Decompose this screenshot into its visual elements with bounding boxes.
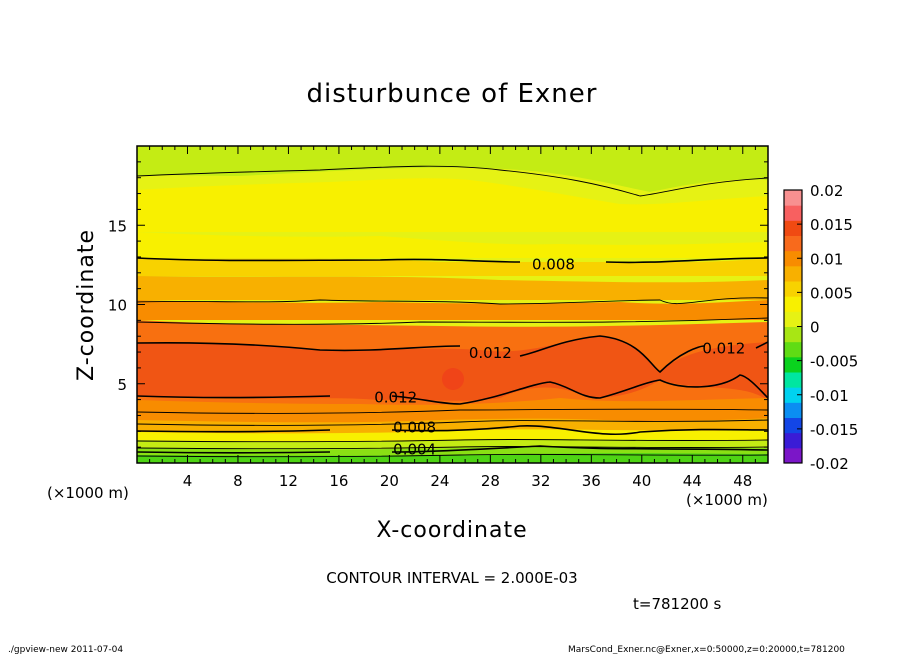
colorbar-segment (784, 326, 802, 343)
contour-label: 0.012 (702, 339, 745, 357)
colorbar-segment (784, 235, 802, 252)
x-tick-label: 36 (582, 472, 601, 490)
colorbar-segment (784, 265, 802, 282)
colorbar-segment (784, 190, 802, 206)
x-tick-label: 8 (233, 472, 243, 490)
x-tick-label: 40 (632, 472, 651, 490)
colorbar-tick-label: -0.015 (810, 421, 858, 439)
footer-right: MarsCond_Exner.nc@Exner,x=0:50000,z=0:20… (568, 645, 845, 654)
y-ticks: 5 10 15 (108, 145, 768, 464)
x-tick-label: 20 (380, 472, 399, 490)
colorbar-segment (784, 356, 802, 373)
y-tick-label: 5 (117, 376, 127, 394)
contour-label: 0.004 (393, 441, 436, 459)
contour-interval-note: CONTOUR INTERVAL = 2.000E-03 (326, 569, 577, 587)
colorbar-segment (784, 447, 802, 464)
colorbar-tick-label: -0.02 (810, 455, 849, 473)
contour-label: 0.008 (393, 419, 436, 437)
x-tick-label: 4 (183, 472, 193, 490)
y-tick-label: 15 (108, 217, 127, 235)
colorbar-segment (784, 402, 802, 418)
x-axis-label: X-coordinate (376, 518, 527, 543)
colorbar-segment (784, 220, 802, 236)
contour-label: 0.012 (469, 344, 512, 362)
colorbar-segment (784, 432, 802, 449)
colorbar-tick-label: -0.01 (810, 387, 849, 405)
colorbar-ticks: 0.02 0.015 0.01 0.005 0 -0.005 -0.01 -0.015 -0.0… (797, 182, 858, 473)
x-ticks: 4 8 12 16 20 24 28 32 36 40 44 48 (136, 146, 769, 490)
contour-label: 0.012 (374, 388, 417, 406)
x-tick-label: 28 (481, 472, 500, 490)
colorbar-segment (784, 417, 802, 434)
colorbar-tick-label: 0.015 (810, 216, 853, 234)
contour-field (137, 146, 768, 463)
colorbar-tick-label: 0.005 (810, 284, 853, 302)
x-unit-right: (×1000 m) (686, 491, 768, 509)
colorbar-segment (784, 372, 802, 388)
contour-labels: 0.004 0.008 0.012 0.012 0.012 0.008 (374, 255, 745, 458)
colorbar-segment (784, 311, 802, 327)
x-tick-label: 32 (531, 472, 550, 490)
x-tick-label: 16 (329, 472, 348, 490)
time-stamp: t=781200 s (633, 595, 721, 613)
x-tick-label: 44 (683, 472, 702, 490)
x-tick-label: 24 (430, 472, 449, 490)
x-tick-label: 48 (733, 472, 752, 490)
colorbar-segment (784, 205, 802, 221)
x-unit-left: (×1000 m) (47, 484, 129, 502)
colorbar-segment (784, 250, 802, 267)
colorbar-tick-label: 0.01 (810, 250, 843, 268)
colorbar-tick-label: 0 (810, 319, 820, 337)
x-tick-label: 12 (279, 472, 298, 490)
colorbar-tick-label: 0.02 (810, 182, 843, 200)
colorbar-segment (784, 341, 802, 358)
colorbar-tick-label: -0.005 (810, 353, 858, 371)
y-axis-label: Z-coordinate (74, 229, 99, 381)
y-tick-label: 10 (108, 297, 127, 315)
colorbar-segment (784, 296, 802, 312)
chart-title: disturbunce of Exner (307, 79, 598, 109)
footer-left: ./gpview-new 2011-07-04 (8, 645, 123, 654)
colorbar-segment (784, 387, 802, 403)
contour-label: 0.008 (532, 255, 575, 273)
colorbar-segment (784, 281, 802, 297)
